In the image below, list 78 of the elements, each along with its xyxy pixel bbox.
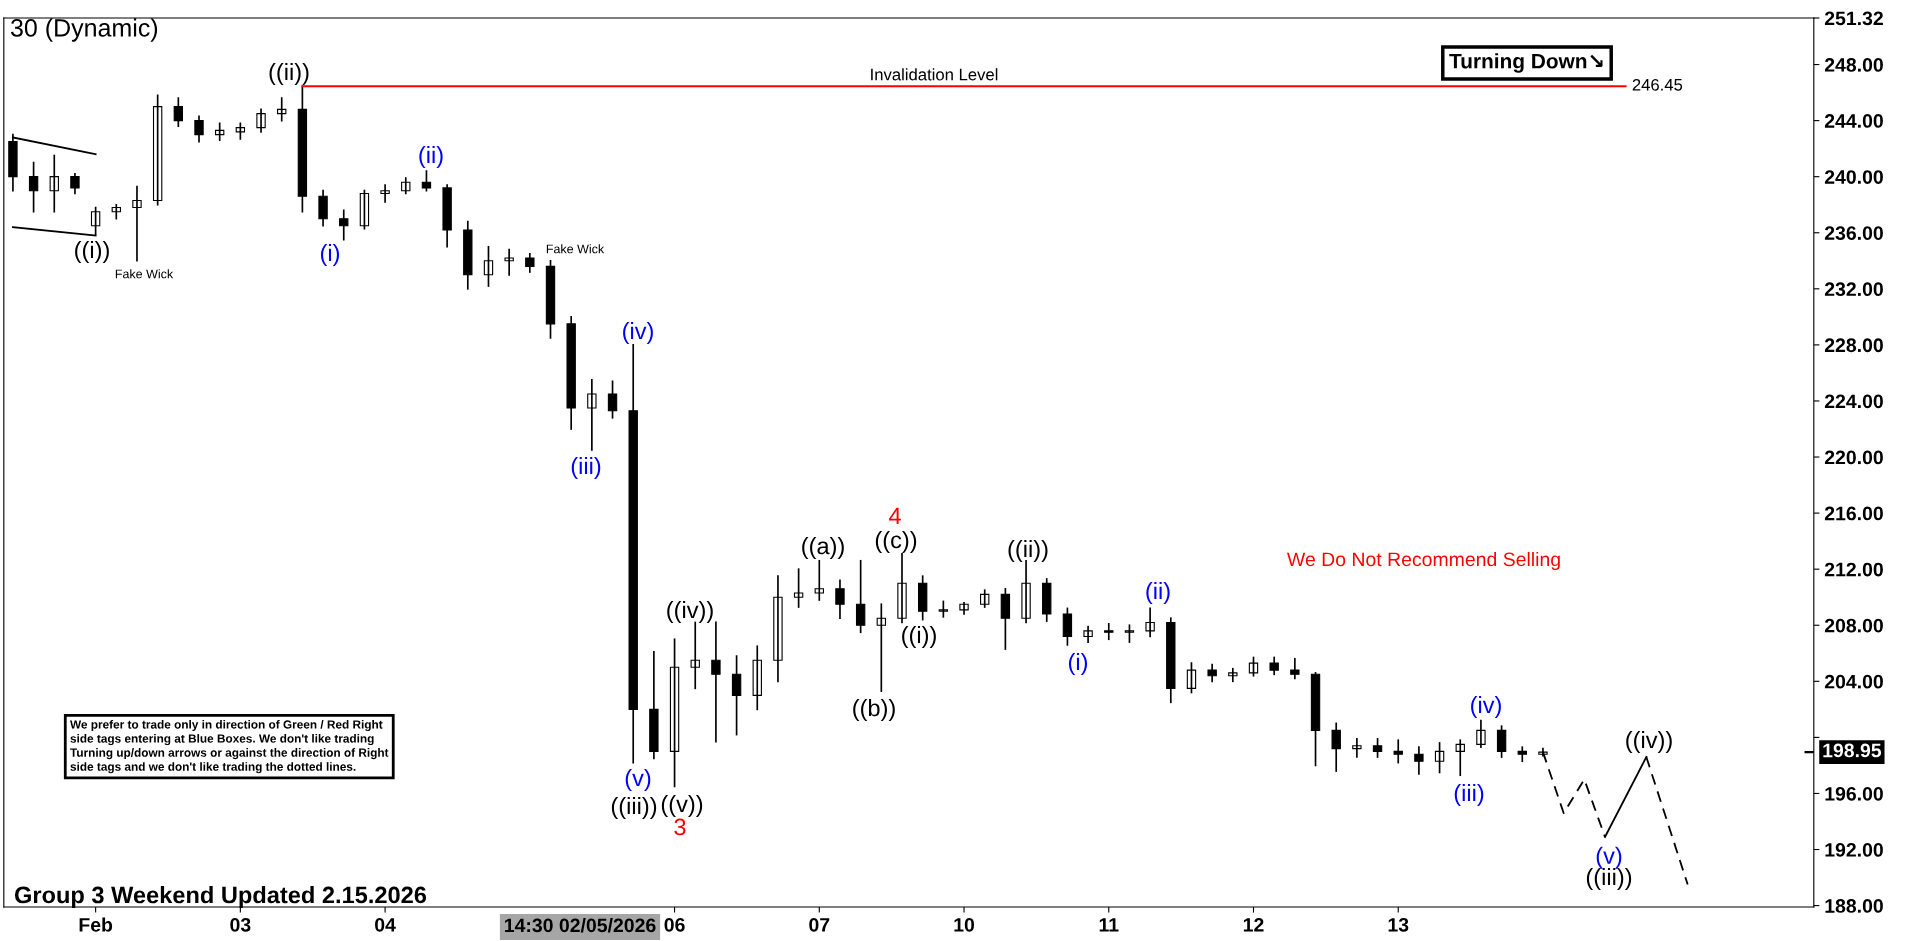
annotation: ((iii))	[1586, 867, 1632, 890]
candlestick	[1248, 656, 1259, 677]
x-tick-label: 13	[1388, 917, 1409, 932]
candlestick	[1352, 737, 1362, 758]
y-tick-label: 244.00	[1824, 114, 1883, 128]
x-tick-label: 04	[375, 917, 396, 932]
annotation: (i)	[1068, 652, 1088, 675]
candlestick	[504, 248, 514, 276]
candlestick	[1269, 656, 1279, 676]
annotation: Group 3 Weekend Updated 2.15.2026	[14, 885, 427, 909]
candlestick	[525, 252, 535, 273]
x-tick-label: 06	[664, 917, 685, 932]
candlestick	[1228, 667, 1238, 683]
candlestick	[587, 379, 597, 451]
annotation: ((a))	[802, 536, 844, 559]
y-tick-label: 240.00	[1824, 170, 1883, 184]
candlestick	[793, 568, 804, 608]
annotation: (iv)	[1471, 695, 1501, 718]
candlestick	[1393, 739, 1403, 764]
y-tick-label: 196.00	[1825, 786, 1883, 801]
annotation: Fake Wick	[115, 269, 174, 279]
annotation: (iii)	[1454, 783, 1484, 806]
annotation: ((iii))	[611, 796, 657, 819]
data-label: 246.45	[1632, 78, 1683, 91]
y-tick-label: 248.00	[1824, 58, 1883, 72]
annotation: (ii)	[1146, 581, 1170, 604]
chart-title: 30 (Dynamic)	[10, 18, 158, 42]
annotation: ((iv))	[1626, 730, 1672, 753]
y-tick-label: 251.32	[1824, 11, 1883, 26]
candlestick	[1083, 625, 1093, 643]
x-tick-label: Feb	[79, 917, 113, 932]
annotation: (ii)	[419, 146, 443, 168]
annotation: ((c))	[875, 530, 917, 553]
y-tick-label: 220.00	[1824, 450, 1883, 465]
x-tick-label: 03	[230, 917, 251, 932]
y-tick-label: 216.00	[1824, 506, 1883, 521]
ref-line-label: 198.95	[1823, 743, 1882, 758]
y-tick-label: 192.00	[1825, 843, 1883, 857]
candlestick	[421, 170, 432, 192]
y-tick-label: 204.00	[1824, 674, 1883, 689]
annotation: Turning Down↘	[1449, 53, 1603, 73]
candlestick	[1145, 607, 1155, 638]
annotation: ((iv))	[667, 600, 713, 623]
annotation: ((v))	[661, 794, 703, 817]
x-tick-label: 10	[954, 917, 975, 932]
annotation: We Do Not Recommend Selling	[1287, 551, 1560, 571]
y-tick-label: 228.00	[1824, 338, 1883, 353]
annotation: ((i))	[902, 625, 936, 648]
annotation: (iv)	[623, 321, 653, 344]
candlestick	[1372, 737, 1383, 758]
candlestick	[380, 184, 390, 203]
y-tick-label: 232.00	[1824, 282, 1883, 297]
x-tick-label: 11	[1099, 918, 1119, 932]
annotation: Fake Wick	[546, 244, 605, 254]
annotation: (iii)	[571, 456, 601, 479]
annotation: (v)	[1596, 846, 1622, 869]
annotation: Invalidation Level	[871, 68, 998, 81]
y-tick-label: 188.00	[1825, 899, 1883, 913]
annotation: ((b))	[853, 698, 895, 721]
annotation: ((ii))	[1008, 539, 1048, 562]
y-tick-label: 236.00	[1824, 226, 1883, 241]
annotation: ((ii))	[269, 63, 309, 85]
candlestick	[1207, 663, 1217, 683]
annotation: (i)	[320, 243, 340, 266]
annotation: ((i))	[75, 240, 109, 263]
candlestick	[1104, 623, 1114, 641]
candlestick	[70, 173, 80, 195]
annotation: We prefer to trade only in direction of Green / Red Right side tags entering at Blue Boxes. We don't like trading Turning up/down arrows or against the direction of Right side tags and we don't like trading the dotted lines.	[70, 720, 389, 774]
y-tick-label: 212.00	[1824, 562, 1883, 577]
text: 14:30 02/05/2026	[505, 917, 656, 933]
annotation: 4	[888, 507, 901, 525]
annotation: (v)	[625, 768, 651, 791]
x-tick-label: 12	[1243, 917, 1264, 932]
y-tick-label: 208.00	[1824, 618, 1883, 633]
x-tick-label: 07	[809, 917, 830, 932]
y-tick-label: 224.00	[1824, 394, 1883, 409]
candlestick	[1290, 658, 1300, 680]
annotation: 3	[674, 818, 686, 836]
